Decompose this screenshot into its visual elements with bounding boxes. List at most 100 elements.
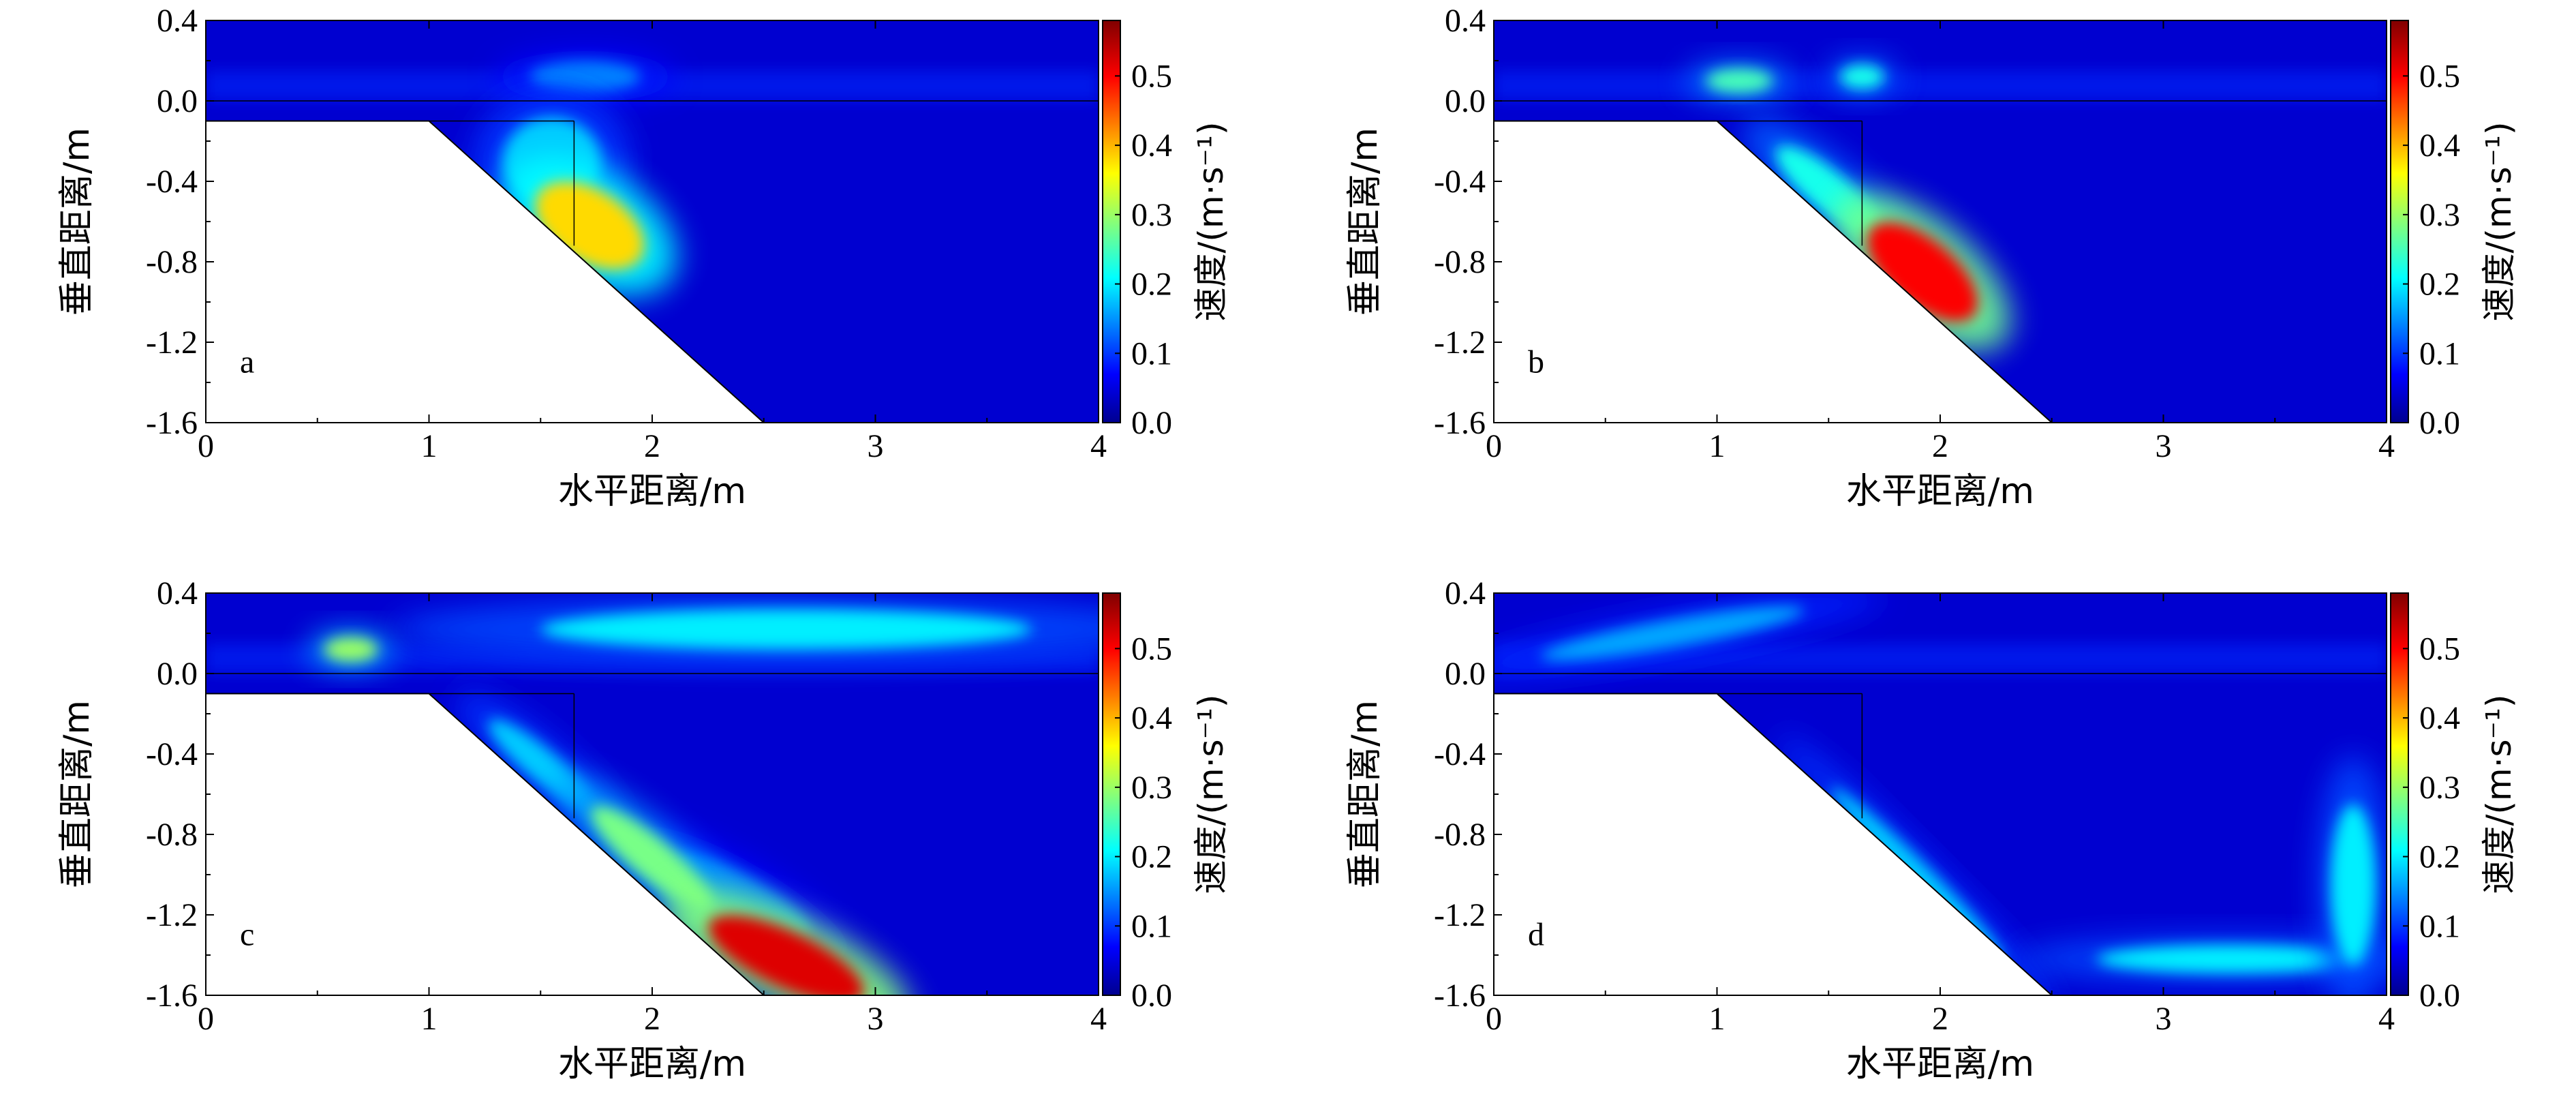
- x-tick-label-4: 4: [2378, 428, 2395, 464]
- y-tick-label-2: -0.4: [146, 736, 198, 772]
- colorbar-tick-label-4: 0.4: [1131, 127, 1172, 164]
- y-axis-title: 垂直距离/m: [57, 700, 97, 888]
- colorbar-tick-label-0: 0.0: [1131, 978, 1172, 1014]
- panel-letter: b: [1528, 344, 1544, 380]
- x-tick-label-3: 3: [868, 1001, 884, 1037]
- x-tick-label-3: 3: [2156, 1001, 2172, 1037]
- colorbar-title: 速度/(m·s⁻¹): [1191, 122, 1231, 322]
- colorbar-tick-label-5: 0.5: [2419, 58, 2460, 94]
- colorbar-tick-label-1: 0.1: [2419, 908, 2460, 944]
- x-tick-label-0: 0: [198, 428, 214, 464]
- x-tick-label-1: 1: [421, 1001, 438, 1037]
- y-tick-label-0: 0.4: [157, 575, 198, 611]
- x-tick-label-2: 2: [1932, 428, 1948, 464]
- panel-d: 0 1 2 3 4 0.4 0.0 -0.4 -0.8 -1.2 -1.6 水平距离/m 垂直距离/m d…: [1345, 575, 2519, 1085]
- slope-terrain: [1494, 121, 2052, 423]
- x-tick-label-1: 1: [421, 428, 438, 464]
- x-tick-label-1: 1: [1709, 1001, 1726, 1037]
- panel-a: 0 1 2 3 4 0.4 0.0 -0.4 -0.8 -1.2 -1.6 水平距离/m 垂直距离/m a…: [57, 3, 1231, 512]
- y-tick-label-2: -0.4: [1434, 736, 1486, 772]
- y-tick-label-2: -0.4: [146, 164, 198, 200]
- hotspot-core-0: [1540, 606, 1805, 661]
- colorbar: [1102, 20, 1121, 423]
- y-tick-label-5: -1.6: [146, 405, 198, 441]
- colorbar-tick-label-5: 0.5: [2419, 631, 2460, 667]
- y-tick-label-1: 0.0: [1445, 83, 1486, 119]
- panel-letter: a: [240, 344, 254, 380]
- colorbar-tick-label-4: 0.4: [2419, 127, 2460, 164]
- x-tick-label-2: 2: [644, 428, 660, 464]
- colorbar-tick-label-5: 0.5: [1131, 631, 1172, 667]
- colorbar-tick-label-3: 0.3: [1131, 197, 1172, 233]
- colorbar-tick-label-3: 0.3: [2419, 197, 2460, 233]
- x-tick-label-3: 3: [868, 428, 884, 464]
- slope-terrain: [206, 121, 764, 423]
- y-tick-label-1: 0.0: [157, 656, 198, 692]
- x-tick-label-0: 0: [198, 1001, 214, 1037]
- hotspot-core-3: [591, 806, 714, 911]
- colorbar-title: 速度/(m·s⁻¹): [2479, 695, 2519, 894]
- x-axis-title: 水平距离/m: [1846, 471, 2034, 512]
- y-tick-label-3: -0.8: [146, 817, 198, 853]
- colorbar: [1102, 592, 1121, 996]
- colorbar-tick-label-2: 0.2: [2419, 839, 2460, 875]
- y-tick-label-3: -0.8: [1434, 817, 1486, 853]
- y-tick-label-1: 0.0: [157, 83, 198, 119]
- x-tick-label-4: 4: [1090, 1001, 1107, 1037]
- surface-band: [1494, 70, 2387, 101]
- colorbar-title: 速度/(m·s⁻¹): [2479, 122, 2519, 322]
- colorbar-tick-label-2: 0.2: [1131, 839, 1172, 875]
- x-tick-label-2: 2: [1932, 1001, 1948, 1037]
- velocity-field: [206, 20, 1099, 423]
- x-tick-label-0: 0: [1486, 428, 1502, 464]
- y-tick-label-5: -1.6: [1434, 978, 1486, 1014]
- slope-terrain: [1494, 693, 2052, 995]
- y-tick-label-5: -1.6: [1434, 405, 1486, 441]
- panel-letter: d: [1528, 916, 1544, 952]
- hotspot-core-2: [2096, 945, 2365, 973]
- y-axis-title: 垂直距离/m: [1345, 700, 1385, 888]
- x-tick-label-2: 2: [644, 1001, 660, 1037]
- hotspot-core-1: [1839, 64, 1885, 89]
- y-tick-label-2: -0.4: [1434, 164, 1486, 200]
- slope-terrain: [206, 693, 764, 995]
- y-axis-title: 垂直距离/m: [1345, 127, 1385, 316]
- y-tick-label-0: 0.4: [1445, 575, 1486, 611]
- colorbar-title: 速度/(m·s⁻¹): [1191, 695, 1231, 894]
- colorbar-tick-label-1: 0.1: [1131, 335, 1172, 372]
- y-tick-label-4: -1.2: [146, 897, 198, 933]
- y-tick-label-0: 0.4: [1445, 3, 1486, 39]
- y-axis-title: 垂直距离/m: [57, 127, 97, 316]
- colorbar-tick-label-0: 0.0: [2419, 405, 2460, 441]
- x-axis-title: 水平距离/m: [558, 471, 746, 512]
- hotspot-core-3: [1867, 222, 1978, 322]
- y-tick-label-3: -0.8: [146, 244, 198, 280]
- colorbar-tick-label-3: 0.3: [1131, 770, 1172, 806]
- colorbar-tick-label-5: 0.5: [1131, 58, 1172, 94]
- hotspot-core-4: [324, 637, 378, 662]
- colorbar-tick-label-4: 0.4: [2419, 700, 2460, 736]
- y-tick-label-4: -1.2: [146, 324, 198, 361]
- velocity-field: [1494, 593, 2387, 995]
- velocity-field: [1494, 20, 2387, 423]
- panel-c: 0 1 2 3 4 0.4 0.0 -0.4 -0.8 -1.2 -1.6 水平距离/m 垂直距离/m c…: [57, 575, 1231, 1085]
- hotspot-core-0: [529, 61, 641, 93]
- colorbar-tick-label-1: 0.1: [1131, 908, 1172, 944]
- colorbar-tick-label-3: 0.3: [2419, 770, 2460, 806]
- y-tick-label-3: -0.8: [1434, 244, 1486, 280]
- x-tick-label-3: 3: [2156, 428, 2172, 464]
- colorbar-tick-label-2: 0.2: [2419, 267, 2460, 303]
- y-tick-label-4: -1.2: [1434, 324, 1486, 361]
- colorbar: [2390, 20, 2409, 423]
- colorbar-tick-label-0: 0.0: [1131, 405, 1172, 441]
- x-axis-title: 水平距离/m: [558, 1044, 746, 1085]
- y-tick-label-1: 0.0: [1445, 656, 1486, 692]
- y-tick-label-0: 0.4: [157, 3, 198, 39]
- y-tick-label-5: -1.6: [146, 978, 198, 1014]
- panel-b: 0 1 2 3 4 0.4 0.0 -0.4 -0.8 -1.2 -1.6 水平距离/m 垂直距离/m b…: [1345, 3, 2519, 512]
- x-tick-label-4: 4: [1090, 428, 1107, 464]
- colorbar-tick-label-1: 0.1: [2419, 335, 2460, 372]
- hotspot-core-2: [540, 609, 1032, 650]
- y-tick-label-4: -1.2: [1434, 897, 1486, 933]
